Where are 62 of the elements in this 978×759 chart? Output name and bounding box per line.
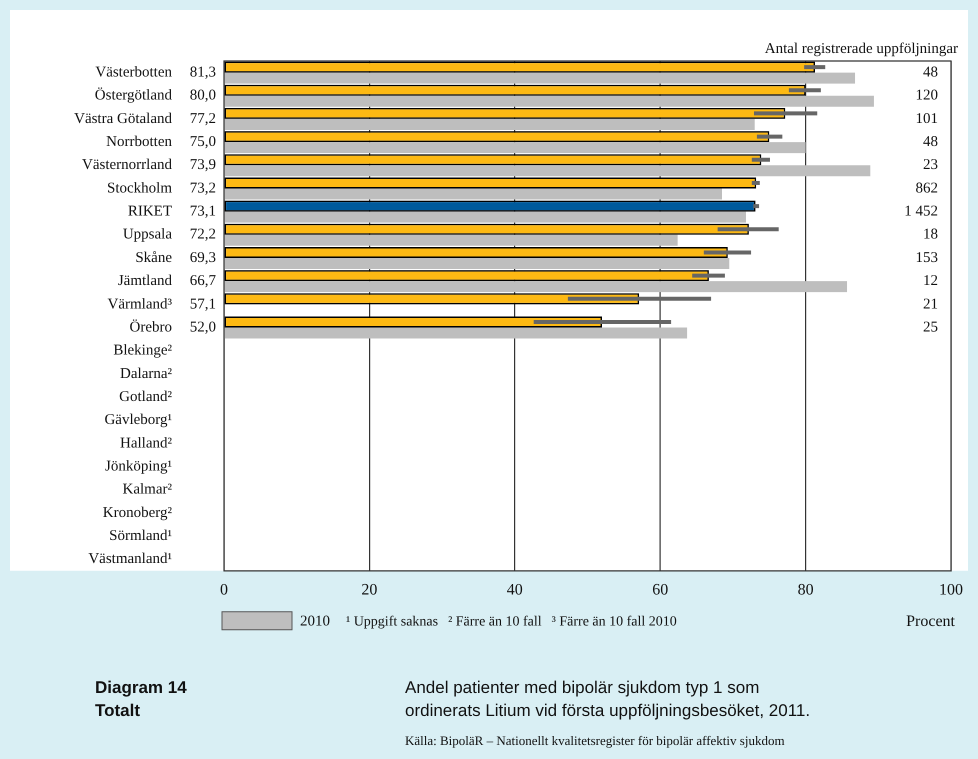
- y-tick-label: Skåne: [135, 250, 172, 266]
- data-label: 52,0: [190, 319, 216, 336]
- data-label: 75,0: [190, 134, 216, 150]
- y-tick-label: Jämtland: [118, 273, 172, 290]
- data-label: 77,2: [190, 110, 216, 127]
- annotation: 21: [923, 296, 938, 312]
- y-tick-label: Dalarna²: [120, 366, 172, 382]
- annotation: 23: [923, 157, 938, 174]
- y-tick-label: Norrbotten: [106, 134, 172, 150]
- y-tick-label: Sörmland¹: [109, 528, 172, 544]
- x-tick-label: 100: [939, 582, 963, 599]
- annotation: 153: [916, 250, 938, 266]
- y-tick-label: Västra Götaland: [74, 110, 172, 127]
- annotation: 101: [916, 110, 938, 127]
- text: ³ Färre än 10 fall 2010: [552, 614, 677, 630]
- data-label: 81,3: [190, 64, 216, 81]
- data-label: 73,2: [190, 180, 216, 196]
- x-tick-label: 80: [798, 582, 814, 599]
- y-tick-label: Värmland³: [108, 296, 172, 312]
- x-axis-title: Procent: [906, 613, 956, 630]
- y-tick-label: Gävleborg¹: [104, 412, 172, 428]
- data-label: 73,9: [190, 157, 216, 174]
- text: Andel patienter med bipolär sjukdom typ 1 som ordinerats Litium vid första uppföljningsbesöket, 2011.: [405, 677, 812, 722]
- text: Totalt: [95, 700, 142, 722]
- text: Antal registrerade uppföljningar: [764, 40, 958, 57]
- annotation: 48: [923, 134, 938, 150]
- x-tick-label: 60: [652, 582, 668, 599]
- annotation: 862: [916, 180, 938, 196]
- y-tick-label: RIKET: [128, 204, 172, 220]
- annotation: 18: [923, 226, 938, 243]
- y-tick-label: Stockholm: [106, 180, 172, 196]
- data-label: 69,3: [190, 250, 216, 266]
- x-tick-label: 20: [361, 582, 378, 599]
- y-tick-label: Gotland²: [119, 388, 172, 405]
- y-tick-label: Östergötland: [94, 86, 172, 104]
- y-tick-label: Kalmar²: [122, 482, 172, 498]
- annotation: 12: [923, 273, 938, 290]
- text: ¹ Uppgift saknas: [346, 614, 438, 630]
- y-tick-label: Västmanland¹: [88, 551, 172, 568]
- y-tick-label: Kronoberg²: [102, 504, 172, 521]
- data-label: 57,1: [190, 296, 216, 312]
- data-label: 72,2: [190, 226, 216, 243]
- data-label: 80,0: [190, 88, 216, 104]
- x-tick-label: 40: [506, 582, 523, 599]
- y-tick-label: Västernorrland: [82, 157, 172, 174]
- x-tick-label: 0: [220, 582, 228, 599]
- annotation: 120: [916, 88, 938, 104]
- data-label: 66,7: [190, 273, 216, 290]
- annotation: 1 452: [904, 204, 938, 220]
- y-tick-label: Blekinge²: [113, 342, 172, 359]
- annotation: 48: [923, 64, 938, 81]
- text: Diagram 14: [95, 677, 187, 699]
- y-tick-label: Västerbotten: [95, 64, 172, 81]
- text: ² Färre än 10 fall: [448, 614, 542, 630]
- annotation: 25: [923, 319, 938, 336]
- y-tick-label: Uppsala: [122, 226, 172, 243]
- y-tick-label: Jönköping¹: [104, 458, 172, 474]
- legend-label: 2010: [300, 614, 330, 630]
- y-tick-label: Halland²: [120, 435, 172, 452]
- data-label: 73,1: [190, 204, 216, 220]
- text: Källa: BipoläR – Nationellt kvalitetsregister för bipolär affektiv sjukdom: [405, 733, 785, 749]
- y-tick-label: Örebro: [130, 318, 172, 336]
